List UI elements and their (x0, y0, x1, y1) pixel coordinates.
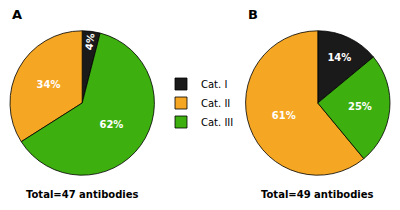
svg-text:34%: 34% (37, 79, 61, 90)
svg-text:62%: 62% (99, 119, 123, 130)
svg-text:B: B (248, 7, 258, 22)
svg-text:Total=47 antibodies: Total=47 antibodies (26, 189, 139, 200)
svg-text:Total=49 antibodies: Total=49 antibodies (261, 189, 374, 200)
svg-text:61%: 61% (272, 110, 296, 121)
svg-text:4%: 4% (83, 33, 96, 51)
svg-text:14%: 14% (327, 52, 351, 63)
svg-text:Cat. II: Cat. II (201, 98, 230, 109)
svg-text:25%: 25% (348, 101, 372, 112)
svg-text:A: A (12, 7, 22, 22)
svg-text:Cat. III: Cat. III (201, 117, 233, 128)
svg-text:Cat. I: Cat. I (201, 79, 227, 90)
